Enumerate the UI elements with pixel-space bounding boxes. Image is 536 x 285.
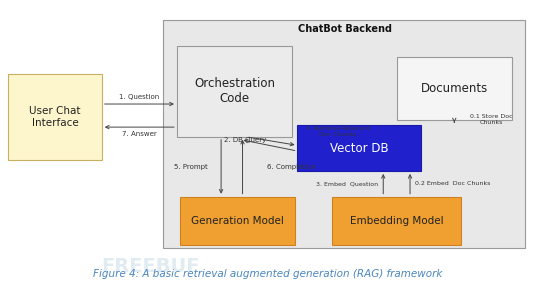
Text: Embedding Model: Embedding Model (350, 216, 443, 226)
Text: 1. Question: 1. Question (119, 94, 160, 100)
Text: 4. Retrieve Relevant
Doc Chunks: 4. Retrieve Relevant Doc Chunks (306, 126, 369, 137)
FancyBboxPatch shape (332, 197, 461, 245)
FancyBboxPatch shape (163, 20, 525, 248)
Text: 5. Prompt: 5. Prompt (174, 164, 207, 170)
Text: Figure 4: A basic retrieval augmented generation (RAG) framework: Figure 4: A basic retrieval augmented ge… (93, 269, 443, 279)
Text: 0.2 Embed  Doc Chunks: 0.2 Embed Doc Chunks (415, 181, 491, 186)
Text: Orchestration
Code: Orchestration Code (194, 77, 275, 105)
Text: Generation Model: Generation Model (191, 216, 284, 226)
Text: Vector DB: Vector DB (330, 142, 389, 155)
FancyBboxPatch shape (177, 46, 292, 137)
Text: 0.1 Store Doc
Chunks: 0.1 Store Doc Chunks (471, 114, 513, 125)
Text: Documents: Documents (421, 82, 488, 95)
FancyBboxPatch shape (397, 57, 512, 120)
Text: 3. Embed  Question: 3. Embed Question (316, 181, 378, 186)
Text: 6. Completion: 6. Completion (267, 164, 316, 170)
Text: 2. DB Query: 2. DB Query (224, 137, 266, 143)
Text: 7. Answer: 7. Answer (122, 131, 157, 137)
Text: FREEBUF: FREEBUF (101, 257, 199, 276)
FancyBboxPatch shape (8, 74, 102, 160)
FancyBboxPatch shape (180, 197, 295, 245)
FancyBboxPatch shape (297, 125, 421, 171)
Text: User Chat
Interface: User Chat Interface (29, 106, 81, 128)
Text: ChatBot Backend: ChatBot Backend (297, 23, 392, 34)
